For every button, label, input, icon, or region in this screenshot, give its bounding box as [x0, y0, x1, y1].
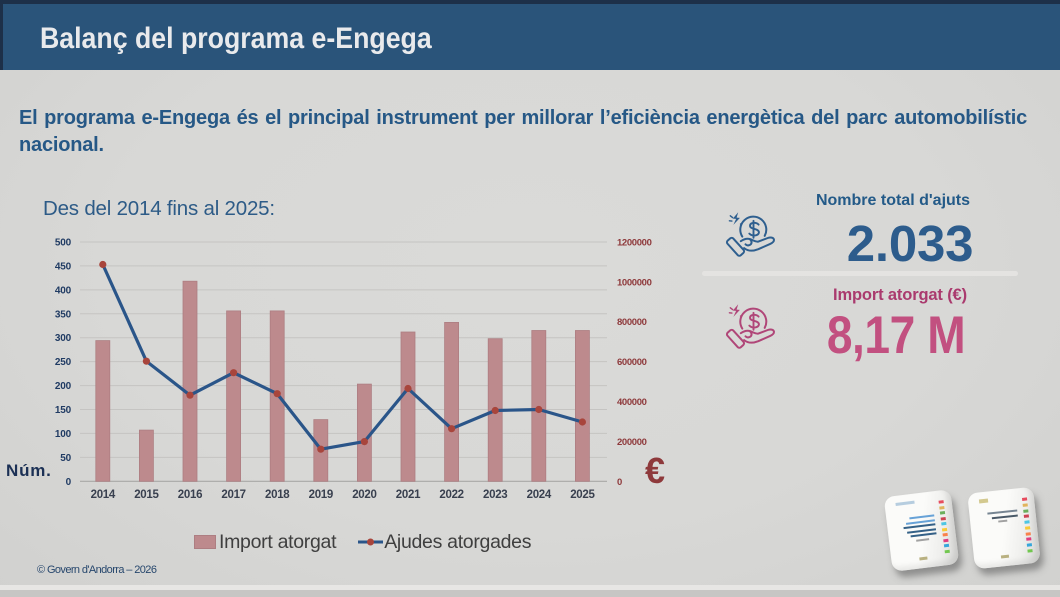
svg-text:2021: 2021 — [396, 489, 421, 501]
svg-text:2022: 2022 — [439, 489, 463, 501]
svg-text:300: 300 — [55, 333, 72, 344]
svg-text:150: 150 — [55, 405, 72, 416]
svg-text:2015: 2015 — [134, 489, 159, 501]
svg-text:0: 0 — [617, 477, 622, 488]
svg-text:1000000: 1000000 — [617, 277, 652, 288]
svg-text:400: 400 — [55, 285, 72, 296]
svg-text:2014: 2014 — [91, 489, 116, 501]
svg-text:200: 200 — [55, 381, 72, 392]
svg-text:0: 0 — [66, 477, 72, 488]
svg-text:350: 350 — [55, 309, 72, 320]
svg-text:250: 250 — [55, 357, 72, 368]
svg-text:1200000: 1200000 — [617, 237, 652, 248]
svg-text:600000: 600000 — [617, 357, 647, 368]
svg-text:50: 50 — [60, 453, 71, 464]
svg-text:2016: 2016 — [178, 489, 202, 501]
svg-text:2020: 2020 — [352, 489, 376, 501]
svg-text:2023: 2023 — [483, 489, 507, 501]
svg-text:400000: 400000 — [617, 397, 647, 408]
svg-text:100: 100 — [55, 429, 72, 440]
svg-text:200000: 200000 — [617, 437, 647, 448]
svg-text:800000: 800000 — [617, 317, 647, 328]
svg-text:450: 450 — [55, 262, 72, 273]
svg-text:500: 500 — [55, 238, 72, 249]
svg-text:2017: 2017 — [221, 489, 245, 501]
svg-text:2018: 2018 — [265, 489, 290, 501]
svg-text:2024: 2024 — [527, 489, 552, 501]
svg-text:2025: 2025 — [570, 489, 595, 501]
svg-text:2019: 2019 — [309, 489, 333, 501]
